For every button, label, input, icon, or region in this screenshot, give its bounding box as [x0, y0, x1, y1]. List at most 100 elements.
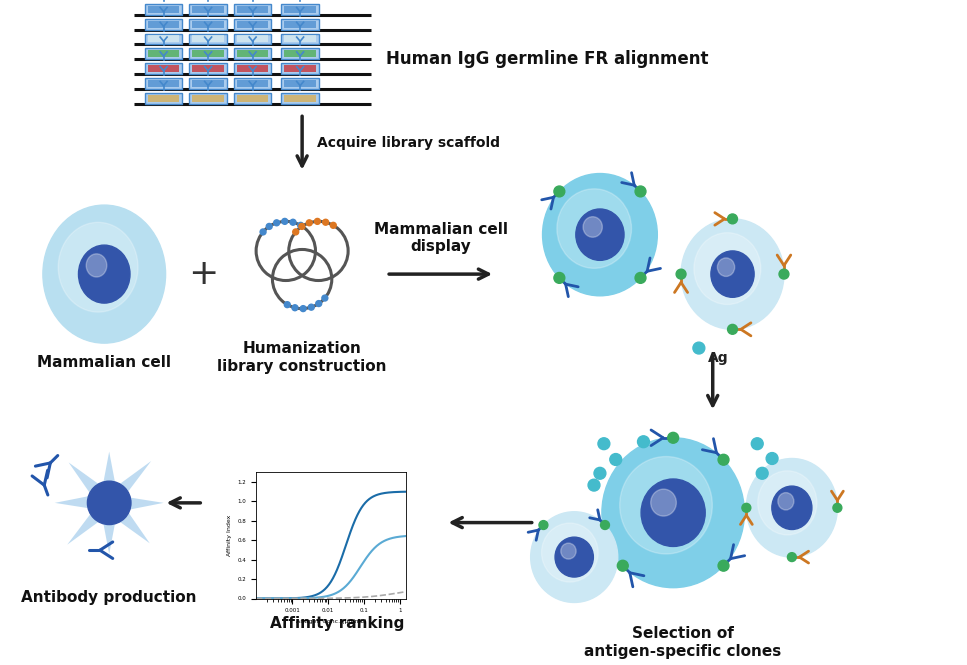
- Bar: [234, 19, 272, 29]
- Polygon shape: [55, 452, 163, 554]
- Circle shape: [292, 305, 298, 311]
- Bar: [192, 6, 224, 13]
- Ellipse shape: [681, 219, 784, 329]
- Ellipse shape: [555, 537, 594, 577]
- Ellipse shape: [777, 493, 794, 510]
- Ellipse shape: [542, 523, 599, 582]
- Bar: [145, 4, 183, 15]
- Circle shape: [314, 218, 320, 224]
- Bar: [281, 63, 319, 74]
- Bar: [192, 35, 224, 43]
- Bar: [281, 49, 319, 59]
- Bar: [148, 51, 180, 57]
- Ellipse shape: [86, 254, 106, 277]
- Circle shape: [601, 521, 609, 529]
- Circle shape: [727, 325, 738, 334]
- Circle shape: [751, 438, 763, 450]
- Ellipse shape: [557, 189, 631, 268]
- Ellipse shape: [575, 209, 624, 260]
- Bar: [145, 78, 183, 88]
- Circle shape: [833, 503, 842, 512]
- Bar: [192, 80, 224, 86]
- Bar: [148, 21, 180, 28]
- Ellipse shape: [694, 233, 761, 305]
- Bar: [234, 33, 272, 45]
- Bar: [281, 78, 319, 88]
- Ellipse shape: [711, 251, 754, 297]
- Circle shape: [266, 223, 272, 229]
- Bar: [281, 33, 319, 45]
- Bar: [148, 94, 180, 102]
- Bar: [284, 65, 316, 72]
- Bar: [148, 65, 180, 72]
- Bar: [190, 33, 227, 45]
- Bar: [145, 19, 183, 29]
- Bar: [234, 4, 272, 15]
- Bar: [284, 6, 316, 13]
- Circle shape: [756, 467, 768, 479]
- Bar: [192, 65, 224, 72]
- Text: Ag: Ag: [708, 351, 728, 365]
- Circle shape: [676, 269, 686, 279]
- Circle shape: [298, 222, 304, 228]
- Bar: [237, 51, 269, 57]
- Text: Affinity ranking: Affinity ranking: [270, 616, 404, 631]
- Ellipse shape: [542, 174, 658, 296]
- Bar: [234, 78, 272, 88]
- Circle shape: [316, 301, 322, 307]
- Bar: [284, 35, 316, 43]
- Circle shape: [637, 436, 650, 448]
- Circle shape: [554, 186, 565, 197]
- Text: Humanization
library construction: Humanization library construction: [218, 341, 387, 374]
- Ellipse shape: [531, 512, 618, 602]
- Circle shape: [290, 219, 296, 225]
- Circle shape: [284, 302, 290, 308]
- Bar: [237, 35, 269, 43]
- Circle shape: [742, 503, 750, 512]
- Text: Mammalian cell
display: Mammalian cell display: [373, 222, 508, 255]
- Bar: [145, 92, 183, 104]
- Text: +: +: [188, 257, 219, 291]
- Ellipse shape: [58, 222, 138, 312]
- Bar: [190, 49, 227, 59]
- Bar: [190, 78, 227, 88]
- Bar: [237, 6, 269, 13]
- Circle shape: [307, 220, 312, 225]
- Bar: [145, 49, 183, 59]
- X-axis label: Antigen Conc. (μg/mL): Antigen Conc. (μg/mL): [296, 618, 366, 624]
- Ellipse shape: [620, 457, 713, 554]
- Bar: [284, 21, 316, 28]
- Text: Mammalian cell: Mammalian cell: [38, 355, 171, 370]
- Circle shape: [274, 220, 279, 225]
- Bar: [192, 94, 224, 102]
- Bar: [284, 51, 316, 57]
- Bar: [237, 65, 269, 72]
- Bar: [190, 63, 227, 74]
- Text: Selection of
antigen-specific clones: Selection of antigen-specific clones: [584, 626, 781, 658]
- Bar: [234, 49, 272, 59]
- Text: Antibody production: Antibody production: [21, 590, 197, 604]
- Ellipse shape: [43, 205, 165, 343]
- Circle shape: [787, 553, 797, 561]
- Bar: [284, 80, 316, 86]
- Ellipse shape: [583, 217, 602, 237]
- Circle shape: [300, 306, 307, 312]
- Bar: [148, 35, 180, 43]
- Circle shape: [293, 229, 299, 235]
- Y-axis label: Affinity Index: Affinity Index: [227, 515, 232, 556]
- Bar: [281, 4, 319, 15]
- Bar: [237, 94, 269, 102]
- Circle shape: [718, 561, 729, 571]
- Circle shape: [308, 304, 314, 310]
- Circle shape: [322, 295, 328, 301]
- Bar: [148, 80, 180, 86]
- Ellipse shape: [651, 489, 676, 516]
- Circle shape: [539, 521, 548, 529]
- Text: Human IgG germline FR alignment: Human IgG germline FR alignment: [386, 50, 709, 68]
- Circle shape: [766, 453, 778, 464]
- Circle shape: [260, 229, 266, 235]
- Ellipse shape: [78, 245, 130, 303]
- Text: Acquire library scaffold: Acquire library scaffold: [317, 136, 500, 150]
- Circle shape: [598, 438, 610, 450]
- Bar: [284, 94, 316, 102]
